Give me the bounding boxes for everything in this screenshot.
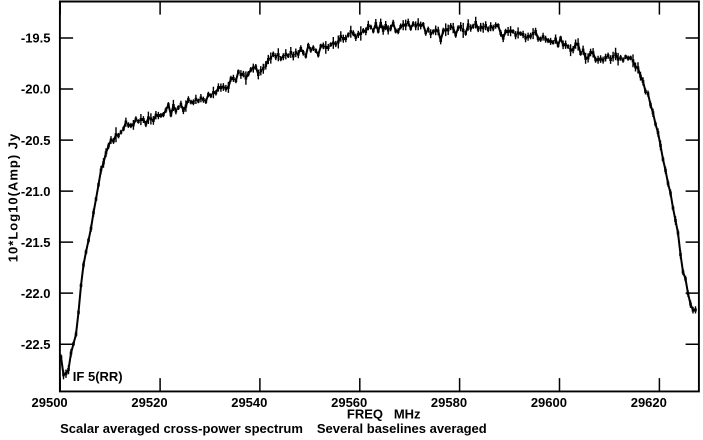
svg-text:29540: 29540 — [231, 395, 267, 410]
svg-text:29500: 29500 — [32, 395, 68, 410]
svg-text:-20.5: -20.5 — [21, 133, 51, 148]
svg-text:-19.5: -19.5 — [21, 31, 51, 46]
svg-text:10*Log10(Amp) Jy: 10*Log10(Amp) Jy — [5, 133, 20, 262]
svg-text:-20.0: -20.0 — [21, 82, 51, 97]
svg-text:IF 5(RR): IF 5(RR) — [73, 369, 123, 384]
svg-text:29560: 29560 — [331, 395, 367, 410]
svg-text:-21.0: -21.0 — [21, 184, 51, 199]
svg-text:-21.5: -21.5 — [21, 235, 51, 250]
svg-text:FREQ MHz: FREQ MHz — [347, 406, 421, 421]
svg-text:-22.5: -22.5 — [21, 337, 51, 352]
svg-text:29600: 29600 — [531, 395, 567, 410]
svg-text:29520: 29520 — [131, 395, 167, 410]
svg-text:29580: 29580 — [431, 395, 467, 410]
svg-text:29620: 29620 — [631, 395, 667, 410]
svg-text:-22.0: -22.0 — [21, 286, 51, 301]
svg-text:Scalar averaged cross-power sp: Scalar averaged cross-power spectrum — [60, 421, 303, 436]
svg-text:Several baselines averaged: Several baselines averaged — [317, 421, 487, 436]
